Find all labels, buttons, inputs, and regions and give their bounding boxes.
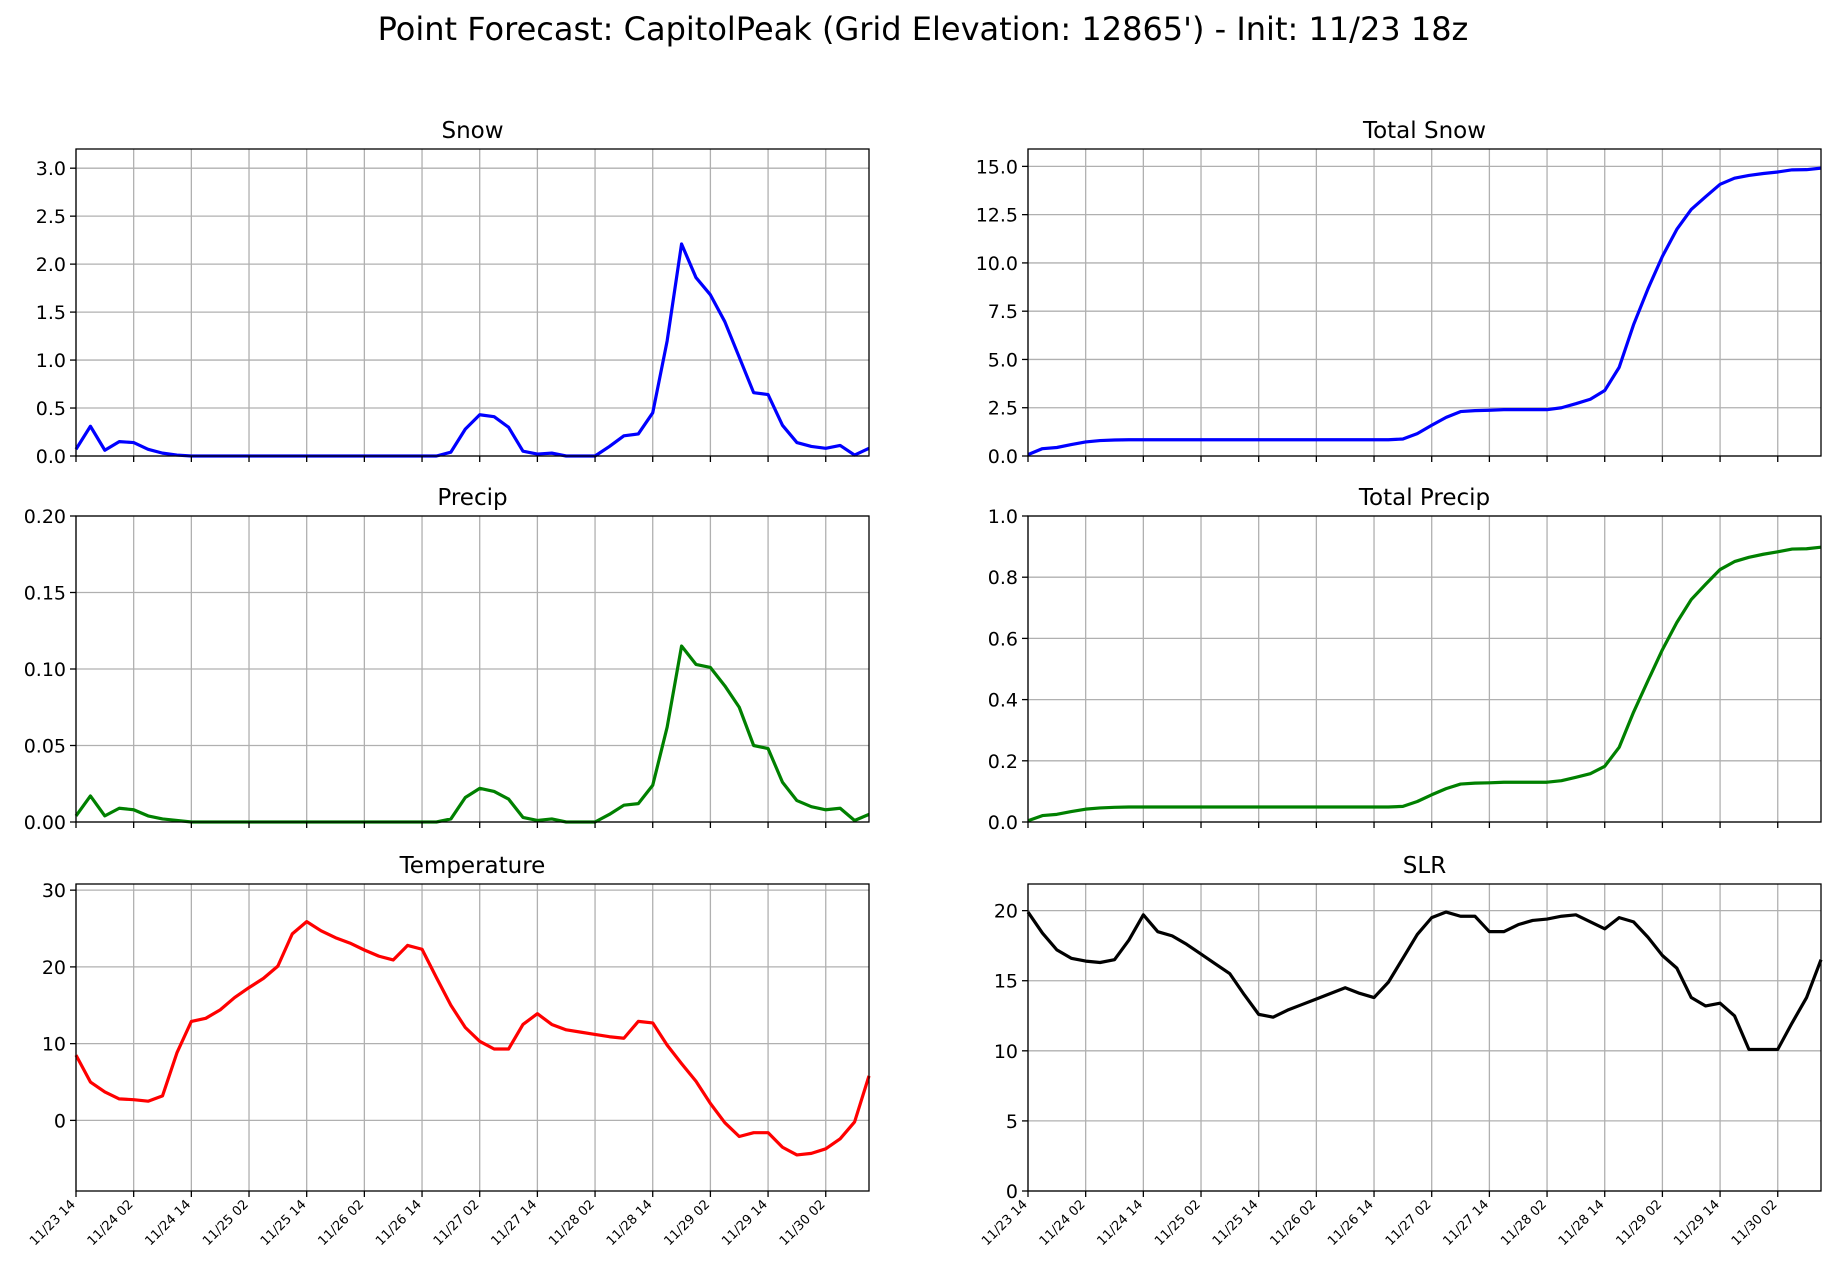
precip-series-line [74,644,870,824]
y-tick-label: 2.5 [988,398,1018,420]
y-tick-label: 10.0 [976,253,1018,275]
y-tick-label: 20 [994,901,1018,923]
x-tick-label: 11/28 14 [604,1197,656,1249]
x-tick-label: 11/29 14 [1671,1197,1723,1249]
y-tick-label: 0.20 [24,506,66,528]
panel-precip: Precip 0.00 0.05 0.10 0.15 0.20 [24,485,870,834]
plot-frame [1027,515,1822,823]
y-tick-label: 30 [42,880,66,902]
y-tick-label: 10 [42,1034,66,1056]
panel-temperature: Temperature 0 10 20 30 11/23 14 11/24 02 11/24 … [27,853,871,1249]
y-tick-label: 0.0 [988,812,1018,834]
figure-title: Point Forecast: CapitolPeak (Grid Elevat… [378,10,1469,48]
x-tick-label: 11/28 14 [1556,1197,1608,1249]
x-tick-label: 11/23 14 [27,1197,79,1249]
x-tick-label: 11/30 02 [777,1197,829,1249]
total_precip-title: Total Precip [1358,485,1490,511]
plot-frame [75,148,870,457]
y-tick-label: 0.00 [24,812,66,834]
y-tick-label: 1.5 [36,302,66,324]
y-tick-label: 0.4 [988,690,1018,712]
x-tick-label: 11/26 02 [315,1197,367,1249]
x-tick-label: 11/24 14 [142,1197,194,1249]
panel-total_precip: Total Precip 0.0 0.2 0.4 0.6 0.8 1.0 [988,485,1822,834]
x-tick-label: 11/23 14 [979,1197,1031,1249]
slr-series-line [1026,910,1823,1052]
panel-total_snow: Total Snow 0.0 2.5 5.0 7.5 10.0 12.5 15.0 [976,118,1822,468]
y-tick-label: 0.15 [24,583,66,605]
y-tick-label: 15.0 [976,156,1018,178]
temperature-series-line [74,920,871,1157]
y-tick-label: 0.5 [36,398,66,420]
y-tick-label: 0.0 [988,446,1018,468]
y-tick-label: 0.6 [988,628,1018,650]
x-tick-label: 11/27 02 [431,1197,483,1249]
x-tick-label: 11/28 02 [1498,1197,1550,1249]
y-tick-label: 10 [994,1041,1018,1063]
plot-frame [1027,148,1822,457]
x-tick-label: 11/29 02 [662,1197,714,1249]
x-tick-label: 11/24 02 [1037,1197,1089,1249]
x-tick-label: 11/25 02 [200,1197,252,1249]
y-tick-label: 0.10 [24,659,66,681]
y-tick-label: 5 [1006,1111,1018,1133]
y-tick-label: 5.0 [988,349,1018,371]
y-tick-label: 3.0 [36,158,66,180]
y-tick-label: 1.0 [988,506,1018,528]
x-tick-label: 11/29 02 [1614,1197,1666,1249]
x-tick-label: 11/24 14 [1094,1197,1146,1249]
y-tick-label: 0.8 [988,567,1018,589]
x-tick-label: 11/25 14 [1210,1197,1262,1249]
x-tick-label: 11/28 02 [546,1197,598,1249]
y-tick-label: 0 [1006,1181,1018,1203]
y-tick-label: 2.5 [36,206,66,228]
y-tick-label: 15 [994,971,1018,993]
x-tick-label: 11/25 02 [1152,1197,1204,1249]
y-tick-label: 12.5 [976,205,1018,227]
y-tick-label: 20 [42,957,66,979]
y-tick-label: 0.2 [988,751,1018,773]
x-tick-label: 11/29 14 [719,1197,771,1249]
x-tick-label: 11/26 02 [1267,1197,1319,1249]
x-tick-label: 11/26 14 [1325,1197,1377,1249]
temperature-title: Temperature [399,853,546,879]
x-tick-label: 11/24 02 [85,1197,137,1249]
y-tick-label: 2.0 [36,254,66,276]
y-tick-label: 0.0 [36,446,66,468]
y-tick-label: 7.5 [988,301,1018,323]
snow-title: Snow [441,118,503,144]
plot-frame [75,883,870,1192]
x-tick-label: 11/26 14 [373,1197,425,1249]
x-tick-label: 11/27 14 [488,1197,540,1249]
snow-series-line [74,242,870,458]
x-tick-label: 11/25 14 [258,1197,310,1249]
y-tick-label: 0.05 [24,736,66,758]
y-tick-label: 1.0 [36,350,66,372]
x-tick-label: 11/30 02 [1729,1197,1781,1249]
total_snow-series-line [1027,166,1822,457]
x-tick-label: 11/27 14 [1440,1197,1492,1249]
total_precip-series-line [1027,545,1822,823]
x-tick-label: 11/27 02 [1383,1197,1435,1249]
y-tick-label: 0 [54,1110,66,1132]
precip-title: Precip [437,485,507,511]
plot-frame [1027,883,1822,1192]
slr-title: SLR [1403,853,1446,879]
panel-snow: Snow 0.0 0.5 1.0 1.5 2.0 2.5 3.0 [36,118,870,468]
total_snow-title: Total Snow [1362,118,1486,144]
